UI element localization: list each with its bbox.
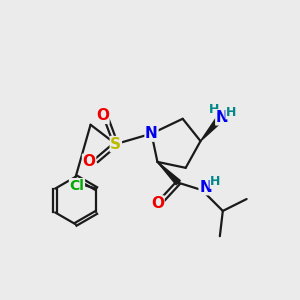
Text: O: O	[96, 108, 109, 123]
Text: H: H	[209, 103, 220, 116]
Text: S: S	[110, 136, 121, 152]
Text: H: H	[226, 106, 236, 119]
Text: O: O	[82, 154, 96, 169]
Text: N: N	[216, 110, 229, 125]
Text: H: H	[210, 175, 220, 188]
Text: N: N	[199, 180, 212, 195]
Text: Cl: Cl	[70, 179, 84, 193]
Polygon shape	[200, 116, 223, 141]
Text: N: N	[145, 126, 158, 141]
Text: O: O	[151, 196, 164, 211]
Polygon shape	[158, 162, 180, 185]
